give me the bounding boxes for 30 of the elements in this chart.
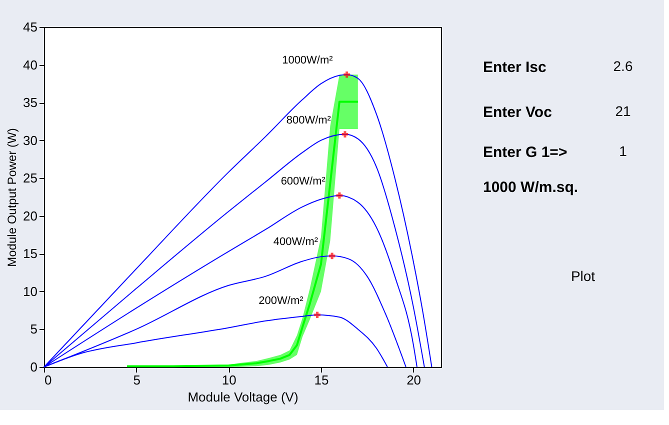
annotation: 400W/m²	[273, 236, 318, 248]
annotation: 800W/m²	[286, 114, 332, 126]
y-tick-label: 0	[30, 360, 38, 374]
x-tick-label: 10	[222, 372, 236, 388]
y-tick-label: 40	[23, 57, 38, 72]
y-tick-label: 10	[23, 284, 38, 299]
y-tick-label: 25	[23, 170, 38, 186]
annotation: 200W/m²	[258, 294, 304, 307]
y-tick-label: 30	[23, 132, 38, 148]
text: Plot	[570, 268, 596, 284]
x-tick-label: 20	[406, 372, 422, 388]
x-tick-label: 5	[133, 372, 140, 388]
y-tick-label: 35	[23, 95, 38, 110]
y-tick-label: 15	[23, 246, 38, 262]
y-tick-label: 20	[23, 208, 38, 224]
text: 1	[619, 143, 628, 159]
x-tick-label: 15	[314, 372, 329, 388]
y-tick-label: 45	[23, 20, 38, 34]
text: Enter Isc	[483, 59, 546, 76]
x-tick-label: 0	[44, 372, 52, 388]
text: 2.6	[613, 58, 633, 74]
text: Enter Voc	[483, 104, 552, 121]
text: Enter G 1=>	[483, 144, 568, 161]
text: 21	[615, 103, 631, 119]
x-axis-title: Module Voltage (V)	[188, 390, 298, 404]
y-axis-title: Module Output Power (W)	[5, 128, 20, 267]
annotation: 1000W/m²	[282, 54, 334, 67]
annotation: 600W/m²	[280, 175, 326, 188]
y-tick-label: 5	[30, 322, 38, 337]
text: 1000 W/m.sq.	[483, 179, 578, 196]
